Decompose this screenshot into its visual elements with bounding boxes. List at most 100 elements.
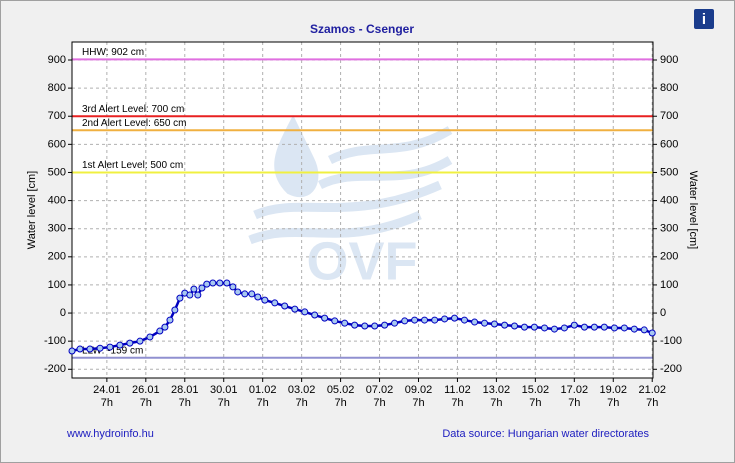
data-point: [391, 319, 399, 327]
footer-source: Data source: Hungarian water directorate…: [442, 428, 649, 440]
reference-label: 3rd Alert Level: 700 cm: [82, 104, 184, 115]
x-tick-label: 30.01: [210, 384, 238, 396]
data-point: [241, 290, 249, 298]
data-point: [520, 323, 528, 331]
data-point: [471, 318, 479, 326]
y-tick-label: 500: [48, 166, 66, 178]
y-tick-label: 300: [48, 223, 66, 235]
data-point: [176, 294, 184, 302]
data-point: [161, 323, 169, 331]
y-axis-label: Water level [cm]: [26, 171, 38, 249]
chart-title: Szamos - Csenger: [310, 22, 414, 36]
data-point: [68, 347, 76, 355]
y2-tick-label: 200: [660, 251, 678, 263]
data-point: [281, 302, 289, 310]
data-point: [86, 345, 94, 353]
x-tick-hour: 7h: [257, 397, 269, 409]
data-point: [194, 291, 202, 299]
x-tick-hour: 7h: [101, 397, 113, 409]
reference-label: 2nd Alert Level: 650 cm: [82, 118, 187, 129]
y2-tick-label: 700: [660, 110, 678, 122]
data-point: [610, 324, 618, 332]
y2-axis-label: Water level [cm]: [687, 171, 699, 249]
data-point: [490, 320, 498, 328]
data-point: [381, 321, 389, 329]
data-point: [550, 325, 558, 333]
y2-tick-label: -100: [660, 335, 682, 347]
y-tick-label: 900: [48, 54, 66, 66]
reference-label: LLW: -159 cm: [82, 345, 143, 356]
x-tick-hour: 7h: [373, 397, 385, 409]
data-point: [451, 314, 459, 322]
y2-tick-label: 0: [660, 307, 666, 319]
x-tick-hour: 7h: [218, 397, 230, 409]
x-tick-hour: 7h: [296, 397, 308, 409]
x-tick-label: 11.02: [444, 384, 471, 396]
reference-label: 1st Alert Level: 500 cm: [82, 160, 183, 171]
data-point: [600, 323, 608, 331]
data-point: [630, 325, 638, 333]
data-point: [530, 323, 538, 331]
data-point: [620, 324, 628, 332]
y-tick-label: 0: [60, 307, 66, 319]
y-tick-label: -200: [44, 363, 66, 375]
data-point: [254, 293, 262, 301]
data-point: [331, 317, 339, 325]
data-point: [371, 322, 379, 330]
data-point: [171, 306, 179, 314]
y2-tick-label: 800: [660, 82, 678, 94]
x-tick-hour: 7h: [451, 397, 463, 409]
y2-tick-label: 500: [660, 166, 678, 178]
x-tick-label: 15.02: [522, 384, 550, 396]
data-point: [223, 279, 231, 287]
x-tick-hour: 7h: [334, 397, 346, 409]
x-tick-hour: 7h: [646, 397, 658, 409]
data-point: [481, 319, 489, 327]
data-point: [136, 337, 144, 345]
data-point: [441, 315, 449, 323]
x-tick-label: 17.02: [561, 384, 589, 396]
x-tick-label: 19.02: [600, 384, 628, 396]
data-point: [116, 341, 124, 349]
y2-tick-label: 100: [660, 279, 678, 291]
data-point: [421, 316, 429, 324]
data-point: [156, 327, 164, 335]
data-point: [209, 279, 217, 287]
data-point: [186, 291, 194, 299]
data-point: [190, 285, 198, 293]
x-tick-label: 24.01: [93, 384, 121, 396]
data-point: [229, 283, 237, 291]
data-point: [570, 321, 578, 329]
data-point: [501, 321, 509, 329]
x-tick-label: 09.02: [405, 384, 433, 396]
info-icon[interactable]: i: [702, 11, 706, 28]
y-tick-label: -100: [44, 335, 66, 347]
data-point: [460, 316, 468, 324]
footer-link[interactable]: www.hydroinfo.hu: [66, 428, 154, 440]
y-tick-label: 600: [48, 138, 66, 150]
reference-label: HHW: 902 cm: [82, 47, 144, 58]
x-tick-label: 05.02: [327, 384, 355, 396]
data-point: [361, 322, 369, 330]
info-button[interactable]: [694, 9, 714, 29]
y2-tick-label: 400: [660, 194, 678, 206]
data-point: [96, 344, 104, 352]
x-tick-label: 26.01: [132, 384, 160, 396]
x-tick-label: 07.02: [366, 384, 394, 396]
data-point: [248, 290, 256, 298]
data-point: [411, 316, 419, 324]
data-point: [580, 323, 588, 331]
data-point: [291, 305, 299, 313]
data-point: [261, 296, 269, 304]
data-point: [166, 316, 174, 324]
data-point: [351, 321, 359, 329]
data-point: [311, 311, 319, 319]
y-tick-label: 700: [48, 110, 66, 122]
x-tick-label: 28.01: [171, 384, 199, 396]
y-tick-label: 200: [48, 251, 66, 263]
data-point: [126, 339, 134, 347]
data-point: [106, 343, 114, 351]
data-point: [216, 279, 224, 287]
data-point: [560, 324, 568, 332]
